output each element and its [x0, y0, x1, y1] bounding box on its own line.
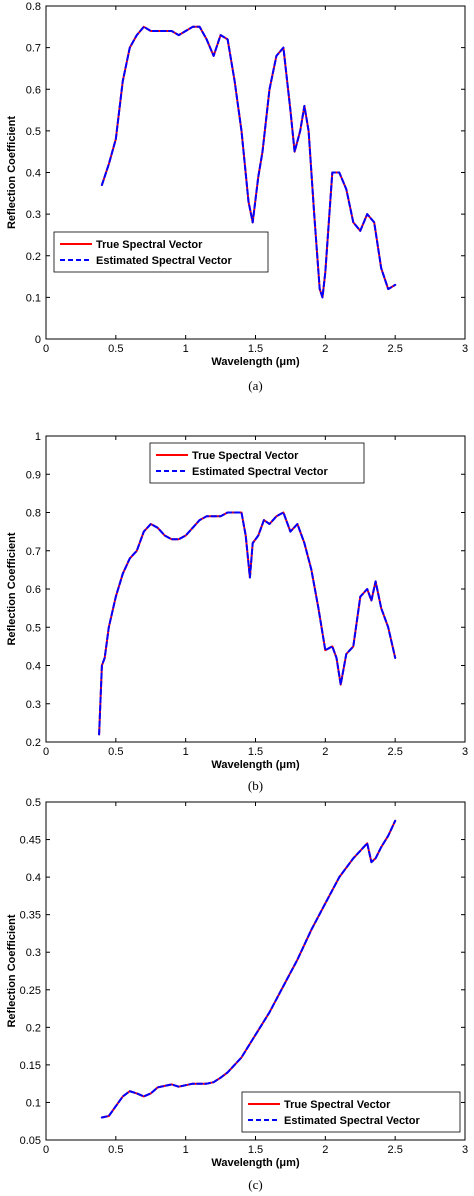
x-tick-label: 1 [183, 343, 189, 355]
y-tick-label: 0.2 [26, 737, 41, 749]
legend-label-true-a: True Spectral Vector [96, 239, 203, 251]
estimated-spectral-line-a [100, 25, 397, 299]
plot-frame-c [45, 801, 466, 1141]
estimated-spectral-line-b [98, 511, 397, 736]
y-tick-label: 0.5 [26, 797, 41, 809]
y-tick-label: 0.6 [26, 584, 41, 596]
x-tick-label: 2 [322, 746, 328, 758]
y-tick-label: 1 [35, 431, 41, 443]
legend-label-estimated-c: Estimated Spectral Vector [284, 1115, 420, 1127]
y-tick-label: 0.8 [26, 508, 41, 520]
y-tick-label: 0.3 [26, 947, 41, 959]
caption-b: (b) [248, 778, 263, 793]
legend-box-c [241, 1091, 461, 1133]
series-lines-c [100, 819, 397, 1119]
x-tick-label: 2.5 [388, 746, 403, 758]
x-tick-label: 3 [462, 343, 468, 355]
legend-c: True Spectral Vector Estimated Spectral … [241, 1091, 461, 1133]
x-tick-label: 0.5 [108, 746, 123, 758]
x-tick-label: 1.5 [248, 1144, 263, 1156]
chart-panel-c: 0 0.5 1 1.5 2 2.5 3 0.05 0.1 0.15 0.2 0.25 0.3 0.35 0.… [6, 797, 468, 1192]
legend-a: True Spectral Vector Estimated Spectral … [53, 231, 269, 273]
legend-label-estimated-a: Estimated Spectral Vector [96, 255, 232, 267]
x-axis-label-b: Wavelength (μm) [211, 759, 300, 771]
y-tick-label: 0.3 [26, 699, 41, 711]
x-tick-label: 1 [183, 1144, 189, 1156]
x-tick-label: 2.5 [388, 343, 403, 355]
y-tick-label: 0.7 [26, 546, 41, 558]
y-tick-label: 0.35 [20, 910, 41, 922]
x-tick-label: 0 [43, 343, 49, 355]
x-tick-label: 1.5 [248, 746, 263, 758]
x-tick-label: 3 [462, 1144, 468, 1156]
x-tick-label: 2 [322, 343, 328, 355]
y-tick-label: 0.15 [20, 1060, 41, 1072]
y-tick-label: 0.4 [26, 168, 41, 180]
y-tick-label: 0.45 [20, 835, 41, 847]
legend-label-estimated-b: Estimated Spectral Vector [192, 466, 328, 478]
y-axis-label-a: Reflection Coefficient [6, 116, 18, 229]
x-tick-label: 0 [43, 746, 49, 758]
y-tick-label: 0.5 [26, 126, 41, 138]
x-tick-label: 0.5 [108, 1144, 123, 1156]
x-tick-label: 0 [43, 1144, 49, 1156]
chart-panel-b: 0 0.5 1 1.5 2 2.5 3 0.2 0.3 0.4 0.5 0.6 0.7 0.8 0.9 1 W… [6, 431, 468, 793]
x-axis-label-a: Wavelength (μm) [211, 356, 300, 368]
y-axis-label-c: Reflection Coefficient [6, 914, 18, 1027]
y-tick-label: 0.1 [26, 1097, 41, 1109]
x-axis-label-c: Wavelength (μm) [211, 1157, 300, 1169]
y-tick-label: 0.8 [26, 1, 41, 13]
plot-frame-a [45, 5, 466, 340]
x-tick-label: 3 [462, 746, 468, 758]
x-tick-label: 2.5 [388, 1144, 403, 1156]
y-tick-label: 0.2 [26, 1022, 41, 1034]
axis-ticks-c: 0 0.5 1 1.5 2 2.5 3 0.05 0.1 0.15 0.2 0.25 0.3 0.35 0.… [20, 797, 468, 1156]
y-tick-label: 0.05 [20, 1135, 41, 1147]
legend-label-true-b: True Spectral Vector [192, 450, 299, 462]
legend-box-a [53, 231, 269, 273]
chart-panel-a: 0 0.5 1 1.5 2 2.5 3 0 0.1 0.2 0.3 0.4 0.5 0.6 0.7 0.8 W… [6, 1, 468, 393]
x-tick-label: 1 [183, 746, 189, 758]
y-tick-label: 0.25 [20, 985, 41, 997]
series-lines-b [98, 511, 397, 736]
axis-ticks-b: 0 0.5 1 1.5 2 2.5 3 0.2 0.3 0.4 0.5 0.6 0.7 0.8 0.9 1 [26, 431, 468, 758]
plot-frame-b [45, 435, 466, 743]
x-tick-label: 0.5 [108, 343, 123, 355]
y-tick-label: 0.1 [26, 292, 41, 304]
legend-box-b [149, 442, 365, 484]
legend-label-true-c: True Spectral Vector [284, 1099, 391, 1111]
y-tick-label: 0.3 [26, 209, 41, 221]
y-axis-label-b: Reflection Coefficient [6, 532, 18, 645]
y-tick-label: 0 [35, 334, 41, 346]
y-tick-label: 0.6 [26, 84, 41, 96]
y-tick-label: 0.7 [26, 43, 41, 55]
series-lines-a [100, 25, 397, 299]
x-tick-label: 1.5 [248, 343, 263, 355]
y-tick-label: 0.2 [26, 251, 41, 263]
estimated-spectral-line-c [100, 819, 397, 1119]
legend-b: True Spectral Vector Estimated Spectral … [149, 442, 365, 484]
x-tick-label: 2 [322, 1144, 328, 1156]
axis-ticks-a: 0 0.5 1 1.5 2 2.5 3 0 0.1 0.2 0.3 0.4 0.5 0.6 0.7 0.8 [26, 1, 468, 355]
y-tick-label: 0.9 [26, 469, 41, 481]
caption-a: (a) [248, 378, 262, 393]
y-tick-label: 0.4 [26, 872, 41, 884]
y-tick-label: 0.5 [26, 622, 41, 634]
caption-c: (c) [248, 1177, 262, 1192]
y-tick-label: 0.4 [26, 661, 41, 673]
